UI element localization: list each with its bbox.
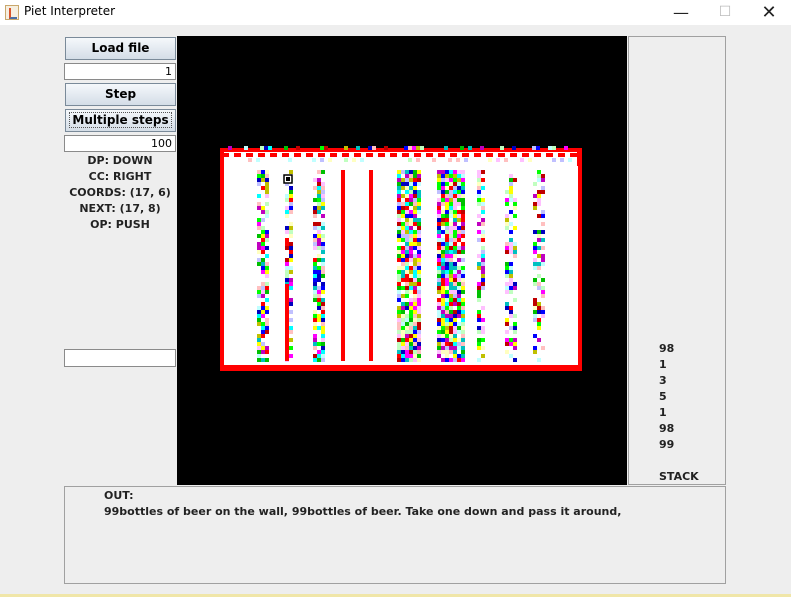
stack-value: 98 — [659, 342, 675, 355]
steps-count-field[interactable]: 100 — [64, 135, 176, 152]
output-text: 99bottles of beer on the wall, 99bottles… — [104, 505, 622, 518]
next-label: NEXT: (17, 8) — [79, 202, 161, 215]
file-number-field[interactable]: 1 — [64, 63, 176, 80]
pointer-marker — [283, 174, 293, 184]
window-title: Piet Interpreter — [24, 4, 116, 18]
stack-value: 1 — [659, 406, 667, 419]
multiple-steps-button[interactable]: Multiple steps — [65, 109, 176, 132]
cc-label: CC: RIGHT — [88, 170, 152, 183]
piet-program-image — [220, 146, 582, 371]
op-label: OP: PUSH — [90, 218, 150, 231]
input-field[interactable] — [64, 349, 176, 367]
coords-label: COORDS: (17, 6) — [69, 186, 171, 199]
step-button[interactable]: Step — [65, 83, 176, 106]
close-icon[interactable]: ✕ — [761, 2, 777, 23]
stack-value: 5 — [659, 390, 667, 403]
load-file-button[interactable]: Load file — [65, 37, 176, 60]
stack-label: STACK — [659, 470, 699, 483]
output-label: OUT: — [104, 489, 134, 502]
stack-value: 98 — [659, 422, 675, 435]
minimize-icon[interactable]: — — [673, 3, 689, 22]
program-canvas — [177, 36, 627, 485]
maximize-icon[interactable]: ☐ — [718, 4, 732, 20]
stack-panel: 98 1 3 5 1 98 99 STACK — [628, 36, 726, 485]
stack-value: 1 — [659, 358, 667, 371]
java-app-icon — [5, 5, 19, 20]
bottom-edge — [0, 594, 791, 597]
stack-value: 3 — [659, 374, 667, 387]
output-panel: OUT: 99bottles of beer on the wall, 99bo… — [64, 486, 726, 584]
dp-label: DP: DOWN — [87, 154, 153, 167]
title-bar: Piet Interpreter — ☐ ✕ — [0, 0, 791, 25]
multiple-steps-label: Multiple steps — [69, 112, 172, 128]
stack-value: 99 — [659, 438, 675, 451]
